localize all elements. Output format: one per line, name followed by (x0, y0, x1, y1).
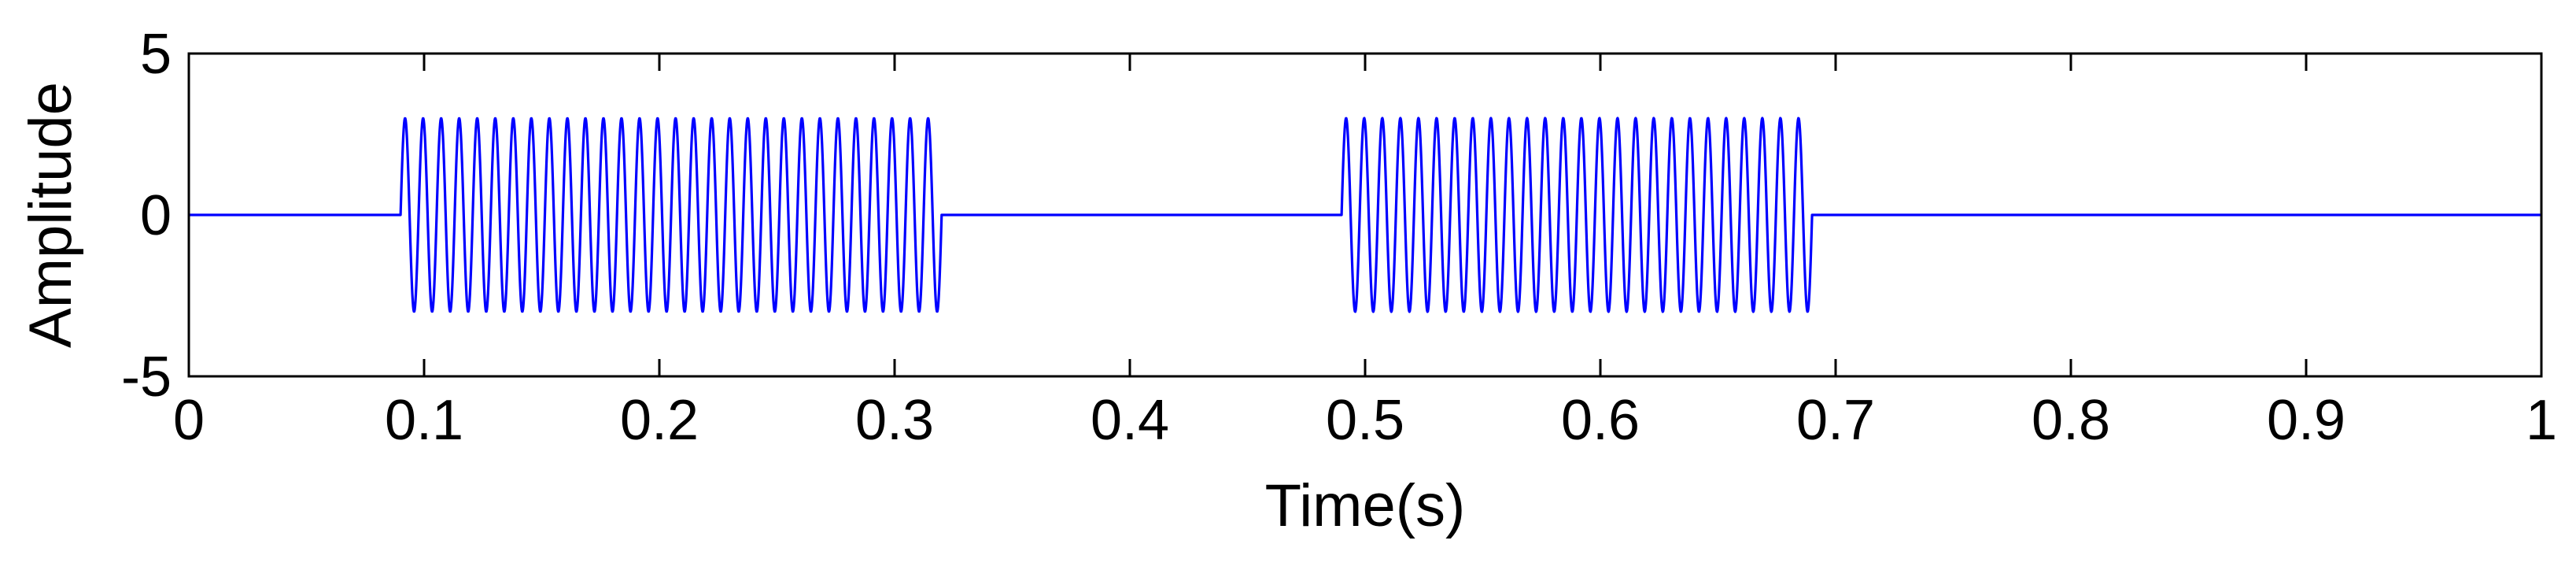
amplitude-series-line (187, 117, 2543, 313)
tick-labels-layer: 0 0.1 0.2 0.3 0.4 0.5 0.6 0.7 0.8 0.9 1-505 (121, 23, 2557, 452)
x-tick-label: 0 (173, 389, 205, 452)
x-tick-label: 0.4 (1091, 389, 1169, 452)
x-tick-label: 1 (2526, 389, 2557, 452)
x-tick-label: 0.8 (2032, 389, 2110, 452)
x-tick-label: 0.3 (855, 389, 934, 452)
x-tick-label: 0.7 (1796, 389, 1875, 452)
x-axis-label: Time(s) (1265, 472, 1466, 539)
x-tick-label: 0.9 (2267, 389, 2345, 452)
y-axis-label: Amplitude (17, 82, 84, 348)
x-tick-label: 0.5 (1326, 389, 1404, 452)
x-tick-label: 0.2 (620, 389, 699, 452)
plot-frame (187, 52, 2543, 378)
series-layer (187, 117, 2543, 313)
x-tick-label: 0.1 (385, 389, 463, 452)
x-tick-label: 0.6 (1561, 389, 1640, 452)
y-tick-label: -5 (121, 346, 172, 409)
y-tick-label: 5 (140, 23, 172, 86)
y-tick-label: 0 (140, 184, 172, 247)
